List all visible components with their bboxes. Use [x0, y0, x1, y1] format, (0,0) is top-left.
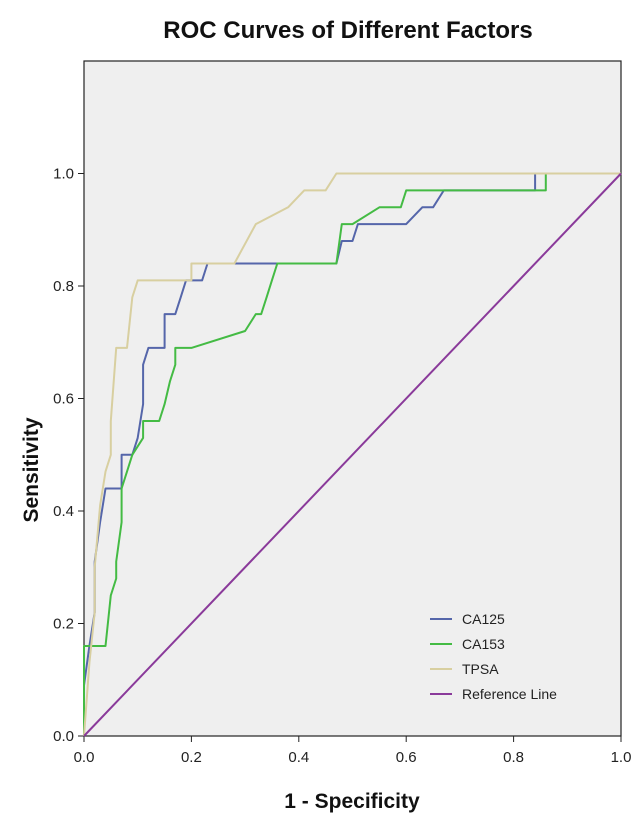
legend-label: TPSA	[462, 661, 499, 677]
series-line-ca153	[83, 172, 621, 736]
x-axis-title: 1 - Specificity	[284, 790, 420, 813]
legend: CA125 CA153 TPSA Reference Line	[430, 611, 557, 702]
x-tick-label: 1.0	[611, 749, 632, 766]
y-tick-label: 0.4	[53, 503, 74, 520]
legend-label: CA125	[462, 611, 505, 627]
series-line-ca125	[83, 172, 621, 736]
y-tick-label: 1.0	[53, 166, 74, 183]
y-axis-title: Sensitivity	[20, 417, 43, 522]
x-tick-label: 0.4	[288, 749, 309, 766]
y-tick-label: 0.8	[53, 278, 74, 295]
chart-title: ROC Curves of Different Factors	[163, 17, 532, 44]
y-axis-ticks: 0.0 0.2 0.4 0.6 0.8 1.0	[53, 166, 84, 745]
y-tick-label: 0.6	[53, 391, 74, 408]
legend-label: CA153	[462, 636, 505, 652]
plot-area	[83, 60, 622, 737]
legend-label: Reference Line	[462, 686, 557, 702]
x-tick-label: 0.6	[396, 749, 417, 766]
series-line-tpsa	[83, 172, 621, 737]
roc-lines	[83, 172, 622, 737]
x-tick-label: 0.8	[503, 749, 524, 766]
x-tick-label: 0.2	[181, 749, 202, 766]
x-axis-ticks: 0.0 0.2 0.4 0.6 0.8 1.0	[74, 736, 632, 766]
x-tick-label: 0.0	[74, 749, 95, 766]
series-line-reference-line	[83, 172, 622, 737]
y-tick-label: 0.2	[53, 616, 74, 633]
y-tick-label: 0.0	[53, 728, 74, 745]
